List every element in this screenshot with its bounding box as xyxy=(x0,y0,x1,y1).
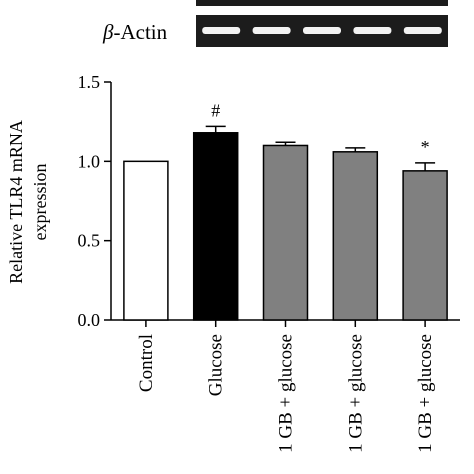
bar xyxy=(402,170,448,321)
gel-band xyxy=(303,27,341,34)
significance-mark: * xyxy=(421,137,430,157)
upper-gel-strip xyxy=(196,0,448,6)
y-tick-label: 1.5 xyxy=(78,72,101,92)
y-tick-label: 0.5 xyxy=(78,231,101,251)
x-tick-label: 1 GB + glucose xyxy=(415,334,436,453)
x-tick-label: 1 GB + glucose xyxy=(345,334,366,453)
gel-image xyxy=(196,15,448,47)
x-tick-label: 1 GB + glucose xyxy=(276,334,297,453)
gel-band xyxy=(202,27,241,34)
gel-band xyxy=(403,27,442,34)
bar xyxy=(192,132,239,321)
gel-band xyxy=(353,27,392,34)
bar xyxy=(123,160,169,321)
gel-label-text: -Actin xyxy=(113,20,167,44)
x-tick-label: Glucose xyxy=(206,334,227,396)
gel-label: β-Actin xyxy=(102,20,168,44)
y-axis-label-line2: expression xyxy=(30,164,50,241)
y-tick-label: 0.0 xyxy=(78,310,101,330)
gel-label-symbol: β xyxy=(102,20,114,44)
bar-chart: Relative TLR4 mRNA expression 0.0 0.5 1.0 1… xyxy=(6,72,460,453)
y-axis-label-line1: Relative TLR4 mRNA xyxy=(6,120,26,284)
y-tick-label: 1.0 xyxy=(78,151,101,171)
significance-mark: # xyxy=(211,100,220,120)
x-tick-label: Control xyxy=(136,334,157,392)
gel-band xyxy=(252,27,291,34)
bar xyxy=(332,151,379,321)
bar xyxy=(262,144,309,321)
